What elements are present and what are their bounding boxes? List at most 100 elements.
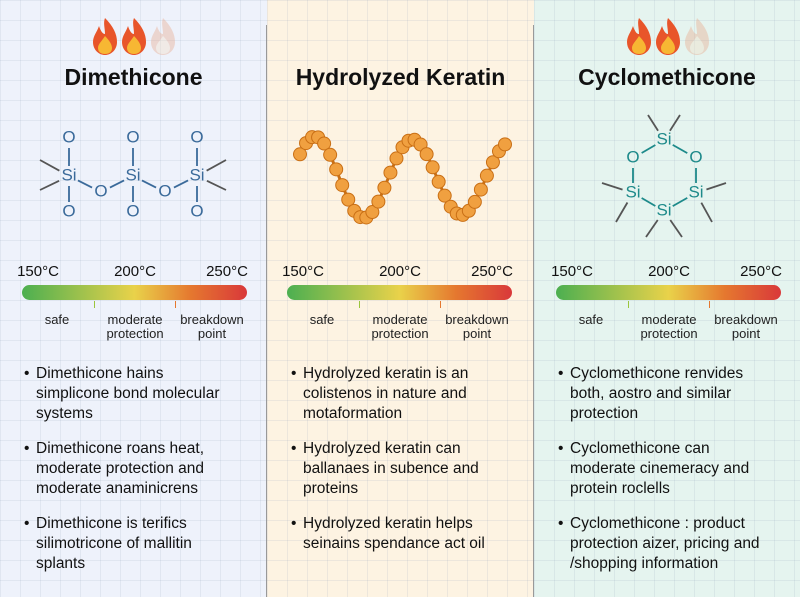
bullet-dot: • — [24, 365, 30, 382]
amino-acid — [431, 174, 446, 189]
bullet-line: motaformation — [303, 405, 403, 422]
atom-label: O — [689, 147, 702, 166]
bond — [141, 179, 157, 189]
bullet-line: moderate protection and — [36, 460, 205, 477]
atom-label: O — [62, 201, 75, 220]
flame-inner — [156, 36, 170, 54]
bullet-line: seinains spendance act oil — [303, 535, 485, 552]
column-title: Cyclomethicone — [578, 64, 756, 90]
zone-label: moderate protection — [371, 312, 429, 341]
zone-label: breakdown point — [180, 312, 244, 341]
methyl-bond — [206, 179, 227, 191]
bullet-dot: • — [291, 440, 297, 457]
amino-acid — [437, 188, 452, 203]
zone-label: breakdown point — [445, 312, 509, 341]
atom-label: Si — [656, 200, 671, 219]
bullet-item: • Hydrolyzed keratin is an colistenos in n… — [291, 364, 468, 424]
bullet-item: • Hydrolyzed keratin helps seinains spenda… — [291, 514, 485, 554]
zone-label: safe — [309, 312, 335, 327]
amino-acid — [377, 180, 392, 195]
flame-inner — [661, 36, 675, 54]
atom-label: Si — [189, 165, 204, 184]
amino-acid — [498, 137, 512, 152]
bullet-dot: • — [24, 515, 30, 532]
bullet-line: protection aizer, pricing and — [570, 535, 760, 552]
amino-acid — [317, 136, 332, 151]
bullet-line: moderate cinemeracy and — [570, 460, 750, 477]
temperature-label: 250°C — [206, 263, 248, 280]
bond — [641, 197, 656, 207]
bullet-line: simplicone bond molecular — [36, 385, 220, 402]
zone-tick — [709, 301, 710, 308]
atom-label: Si — [656, 129, 671, 148]
bullet-line: Cyclomethicone renvides — [570, 365, 744, 382]
bullet-line: moderate anaminicrens — [36, 480, 198, 497]
bullet-line: /shopping information — [570, 555, 719, 572]
zone-label: safe — [578, 312, 604, 327]
atom-label: Si — [125, 165, 140, 184]
bullet-dot: • — [558, 515, 564, 532]
temperature-label: 150°C — [551, 263, 593, 280]
flame-inner — [690, 36, 704, 54]
atom-label: O — [94, 181, 107, 200]
bullet-line: ballanaes in subence and — [303, 460, 479, 477]
temperature-label: 250°C — [740, 263, 782, 280]
flame-outer — [151, 18, 175, 55]
bullet-line: silimotricone of mallitin — [36, 535, 192, 552]
column-title: Dimethicone — [64, 64, 203, 90]
atom-label: O — [62, 127, 75, 146]
bullet-item: • Hydrolyzed keratin can ballanaes in sube… — [291, 439, 479, 499]
zone-label: safe — [44, 312, 70, 327]
atom-label: O — [126, 201, 139, 220]
amino-acid — [329, 162, 344, 177]
zone-tick — [94, 301, 95, 308]
temperature-label: 200°C — [114, 263, 156, 280]
column: O Si O O O Si O O O Si O Dimethicone 150°C 200°C 250°C… — [0, 0, 267, 597]
methyl-bond — [206, 159, 227, 172]
flame-icon — [122, 18, 146, 55]
bullet-line: protein roclells — [570, 480, 670, 497]
amino-acid — [335, 178, 350, 193]
bond — [641, 144, 656, 154]
amino-acid — [293, 147, 307, 162]
bullet-item: • Cyclomethicone can moderate cinemeracy a… — [558, 439, 750, 499]
amino-acid — [467, 194, 482, 209]
flame-icon — [151, 18, 175, 55]
flame-inner — [632, 36, 646, 54]
atom-label: O — [126, 127, 139, 146]
atom-label: O — [158, 181, 171, 200]
bullet-dot: • — [291, 365, 297, 382]
bullet-dot: • — [24, 440, 30, 457]
heat-bar — [556, 285, 781, 300]
amino-acid — [425, 160, 440, 175]
bond — [672, 144, 688, 154]
flame-icon — [685, 18, 709, 55]
methyl-bond — [706, 182, 727, 191]
bullet-line: Dimethicone hains — [36, 365, 164, 382]
methyl-bond — [601, 182, 623, 191]
atom-label: O — [626, 147, 639, 166]
bullet-line: proteins — [303, 480, 359, 497]
column-divider — [266, 25, 267, 597]
column-graphics — [293, 130, 512, 225]
bullet-line: Cyclomethicone can — [570, 440, 710, 457]
bond — [672, 197, 688, 207]
bullet-line: systems — [36, 405, 93, 422]
atom-label: Si — [688, 182, 703, 201]
bullet-item: • Dimethicone roans heat, moderate protect… — [24, 439, 205, 499]
methyl-bond — [39, 179, 60, 191]
atom-label: O — [190, 127, 203, 146]
methyl-bond — [669, 114, 681, 132]
bullet-line: splants — [36, 555, 86, 572]
zone-tick — [359, 301, 360, 308]
column-title: Hydrolyzed Keratin — [295, 64, 506, 90]
amino-acid — [365, 205, 380, 220]
temperature-label: 200°C — [648, 263, 690, 280]
methyl-bond — [645, 219, 659, 238]
methyl-bond — [647, 114, 659, 132]
bullet-line: Dimethicone is terifics — [36, 515, 187, 532]
bullet-item: • Dimethicone is terifics silimotricone of… — [24, 514, 192, 574]
bullet-dot: • — [291, 515, 297, 532]
